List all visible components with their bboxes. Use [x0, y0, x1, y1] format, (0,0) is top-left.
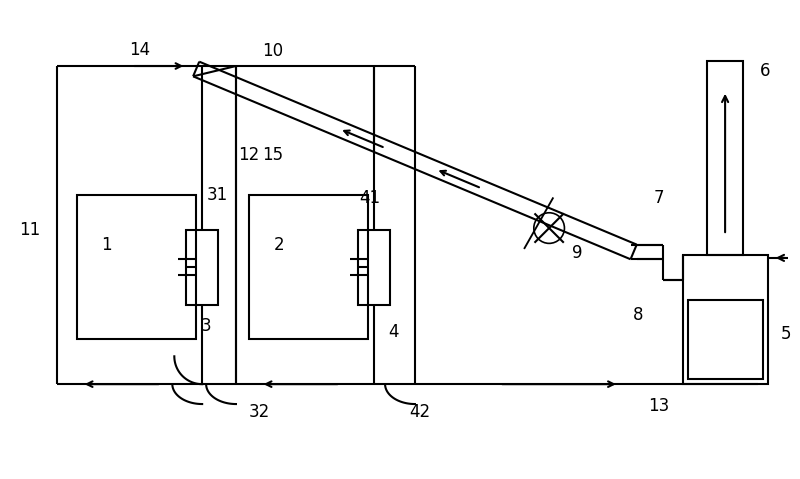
- Text: 41: 41: [360, 189, 381, 207]
- Text: 14: 14: [129, 41, 150, 59]
- Text: 6: 6: [760, 62, 770, 80]
- Bar: [249, 195, 368, 340]
- Bar: [683, 255, 768, 384]
- Text: 7: 7: [654, 189, 664, 207]
- Text: 9: 9: [572, 244, 582, 262]
- Text: 2: 2: [274, 236, 284, 254]
- Bar: [707, 61, 743, 255]
- Text: 42: 42: [410, 403, 430, 421]
- Bar: [186, 230, 218, 305]
- Text: 5: 5: [781, 325, 791, 343]
- Text: 32: 32: [248, 403, 270, 421]
- Bar: [358, 230, 390, 305]
- Text: 12: 12: [238, 147, 259, 164]
- Text: 10: 10: [262, 42, 283, 60]
- Bar: [77, 195, 196, 340]
- Text: 3: 3: [201, 318, 211, 335]
- Bar: [688, 300, 763, 379]
- Text: 8: 8: [634, 306, 644, 323]
- Text: 13: 13: [648, 397, 669, 415]
- Text: 15: 15: [262, 147, 283, 164]
- Text: 1: 1: [102, 236, 112, 254]
- Text: 31: 31: [206, 186, 228, 204]
- Text: 11: 11: [19, 221, 41, 239]
- Text: 4: 4: [388, 323, 398, 342]
